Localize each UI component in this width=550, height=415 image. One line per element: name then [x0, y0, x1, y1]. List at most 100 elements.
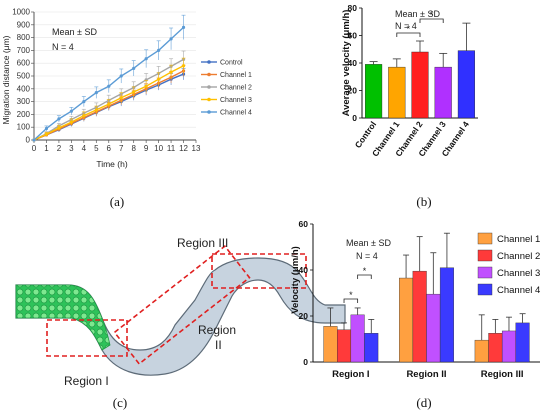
chart-a-n: N = 4	[52, 42, 74, 52]
chart-d-bar	[501, 330, 516, 363]
chart-b-significance-star: *	[407, 24, 411, 34]
chart-d-legend-swatch	[477, 266, 493, 279]
chart-a-point	[44, 126, 49, 131]
region-ii-numeral: II	[215, 338, 222, 352]
chart-a-point	[94, 91, 98, 95]
chart-a-legend-marker	[207, 97, 211, 102]
chart-b-bar	[434, 66, 452, 119]
chart-d-bar	[364, 333, 379, 363]
chart-d-bar	[323, 326, 338, 363]
chart-a-ytick-label: 1000	[12, 8, 30, 17]
chart-a-xtick-label: 6	[107, 144, 112, 153]
chart-a-point	[57, 126, 61, 130]
chart-d-xtick-label: Region I	[332, 369, 369, 380]
chart-d-legend-swatch	[477, 232, 493, 245]
chart-a-ytick-label: 300	[17, 97, 31, 106]
chart-d-ytick-label: 40	[299, 265, 309, 275]
chart-d-legend-label: Channel 1	[497, 234, 540, 245]
chart-d-mean-sd: Mean ± SD	[346, 238, 391, 248]
chart-b-bar	[365, 64, 383, 119]
chart-a-xlabel: Time (h)	[96, 159, 127, 169]
region-iii-label: Region III	[177, 236, 228, 250]
chart-a-point	[157, 48, 161, 53]
chart-a-ytick-label: 200	[17, 110, 31, 119]
chart-a-point	[181, 64, 186, 68]
chart-b-ytick-label: 0	[352, 113, 357, 123]
chart-d-ytick-label: 0	[303, 357, 308, 367]
chart-d-legend-label: Channel 2	[497, 251, 540, 262]
chart-d-bar	[439, 267, 454, 363]
chart-d-ylabel: Velocity (μm/h)	[290, 246, 301, 314]
chart-a-xtick-label: 11	[167, 144, 176, 153]
chart-a-legend-label: Channel 2	[220, 85, 252, 92]
chart-a-point	[44, 132, 49, 136]
chart-b-bar	[388, 66, 406, 119]
chart-d-bar	[488, 333, 503, 363]
chart-d-legend-label: Channel 4	[497, 285, 540, 296]
diagram-c-channel-regions: Region I Region II Region III	[15, 236, 346, 388]
chart-d-bar	[515, 322, 530, 363]
chart-b-significance-bracket	[419, 18, 444, 23]
chart-d-legend-swatch	[477, 283, 493, 296]
chart-b-significance-star: *	[430, 10, 434, 20]
chart-d-legend-swatch	[477, 249, 493, 262]
chart-a-ytick-label: 100	[17, 123, 31, 132]
chart-a-xtick-label: 12	[179, 144, 188, 153]
chart-d-legend: Channel 1 Channel 2 Channel 3 Channel 4	[477, 232, 540, 296]
chart-a-point	[94, 108, 98, 112]
chart-a-point	[144, 57, 148, 61]
chart-b-ytick-label: 80	[348, 3, 358, 13]
chart-a-point	[69, 109, 73, 113]
chart-b-n: N = 4	[395, 21, 417, 31]
chart-d-bar	[399, 277, 414, 363]
region-i-label: Region I	[64, 374, 109, 388]
chart-a-point	[144, 84, 148, 88]
chart-d-significance-star: *	[349, 290, 353, 300]
chart-a-mean-sd: Mean ± SD	[52, 27, 97, 37]
chart-a-point	[169, 37, 173, 41]
panel-label-b: (b)	[416, 194, 431, 209]
chart-a-xtick-label: 0	[32, 144, 37, 153]
chart-a-point	[157, 77, 161, 81]
chart-a-series-4	[32, 14, 186, 142]
chart-a-point	[119, 96, 123, 100]
chart-a-ytick-label: 500	[17, 72, 31, 81]
cell-region	[15, 284, 111, 351]
region-ii-box	[113, 245, 251, 365]
chart-d-legend-label: Channel 3	[497, 268, 540, 279]
chart-a-point	[107, 102, 111, 106]
chart-d-significance-bracket	[343, 298, 359, 303]
chart-d-ytick-label: 60	[299, 219, 309, 229]
chart-a-legend-label: Control	[220, 60, 243, 67]
chart-d-significance-bracket	[357, 274, 372, 279]
chart-b-ytick-label: 40	[348, 58, 358, 68]
chart-a-point	[82, 114, 86, 118]
chart-a-legend: Control Channel 1 Channel 2 Channel 3 Channe…	[201, 60, 252, 117]
chart-a-series-2	[32, 50, 186, 142]
chart-a-legend-marker	[207, 85, 211, 89]
chart-d-bar	[350, 314, 365, 363]
chart-a-legend-marker	[207, 110, 211, 114]
chart-b-bar	[411, 51, 429, 119]
chart-d-bar	[426, 293, 441, 363]
chart-a-xtick-label: 3	[69, 144, 74, 153]
chart-a-xtick-label: 2	[57, 144, 62, 153]
chart-a-xtick-label: 13	[192, 144, 201, 153]
chart-a-point	[82, 100, 86, 104]
panel-label-c: (c)	[113, 395, 127, 410]
chart-b-ytick-label: 60	[348, 31, 358, 41]
chart-d-bar	[474, 339, 489, 363]
chart-a-xtick-label: 5	[94, 144, 99, 153]
panel-label-d: (d)	[416, 395, 431, 410]
chart-a-legend-label: Channel 3	[220, 97, 252, 104]
chart-a-ylabel: Migration distance (μm)	[1, 35, 11, 124]
chart-a-legend-label: Channel 4	[220, 110, 252, 117]
chart-a-xtick-label: 4	[82, 144, 87, 153]
chart-d-ytick-label: 20	[299, 311, 309, 321]
region-i-box	[46, 319, 128, 357]
chart-a-ytick-label: 400	[17, 84, 31, 93]
chart-a-point	[132, 66, 136, 70]
chart-a-point	[69, 120, 73, 124]
